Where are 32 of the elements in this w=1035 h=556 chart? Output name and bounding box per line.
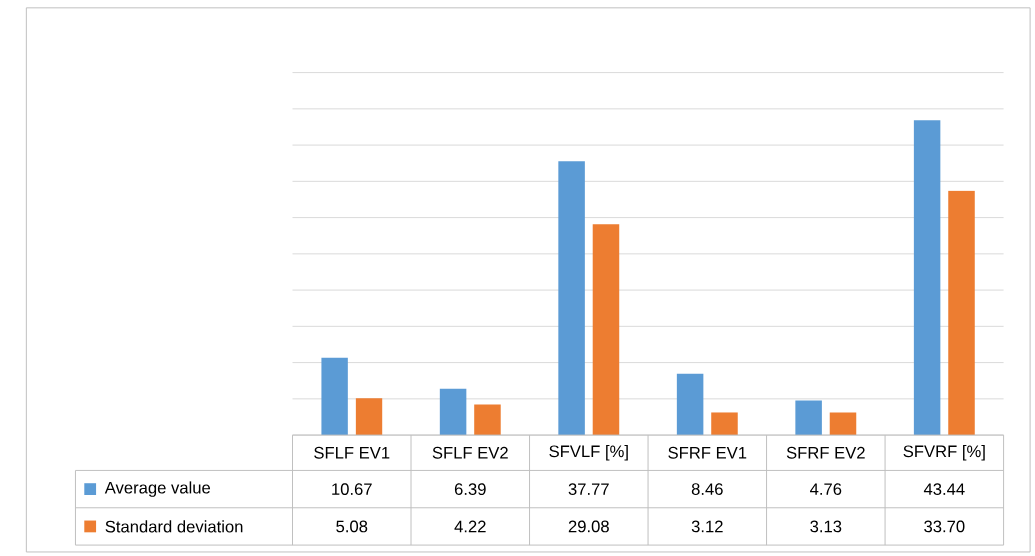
data-label: 8.46 [691, 483, 723, 496]
bar [913, 120, 941, 436]
data-label: 3.13 [810, 520, 842, 533]
legend-label: Average value [104, 481, 211, 497]
bar [948, 190, 975, 436]
x-tick-label: SFVRF [%] [903, 445, 985, 461]
x-tick-label: SFRF EV1 [668, 446, 747, 459]
bar [711, 412, 738, 436]
data-label: 6.39 [454, 483, 486, 496]
bar [592, 224, 620, 436]
bar [795, 400, 822, 436]
bar [474, 404, 501, 436]
bar [355, 398, 383, 436]
bar [321, 357, 348, 436]
data-label: 10.67 [332, 483, 372, 496]
data-label: 43.44 [923, 483, 965, 496]
bar [676, 373, 704, 436]
data-label: 4.76 [810, 483, 842, 496]
data-label: 5.08 [336, 520, 368, 533]
data-label: 3.12 [691, 520, 723, 533]
bar [558, 161, 585, 436]
x-tick-label: SFRF EV2 [786, 446, 865, 459]
data-label: 33.70 [924, 520, 965, 533]
data-label: 4.22 [454, 520, 486, 533]
x-tick-label: SFLF EV2 [432, 446, 508, 459]
legend-label: Standard deviation [105, 520, 243, 533]
x-tick-label: SFLF EV1 [314, 446, 390, 459]
bar [439, 388, 467, 436]
bar [829, 412, 857, 436]
data-label: 29.08 [568, 520, 609, 533]
data-label: 37.77 [568, 483, 609, 496]
x-tick-label: SFVLF [%] [549, 445, 628, 461]
